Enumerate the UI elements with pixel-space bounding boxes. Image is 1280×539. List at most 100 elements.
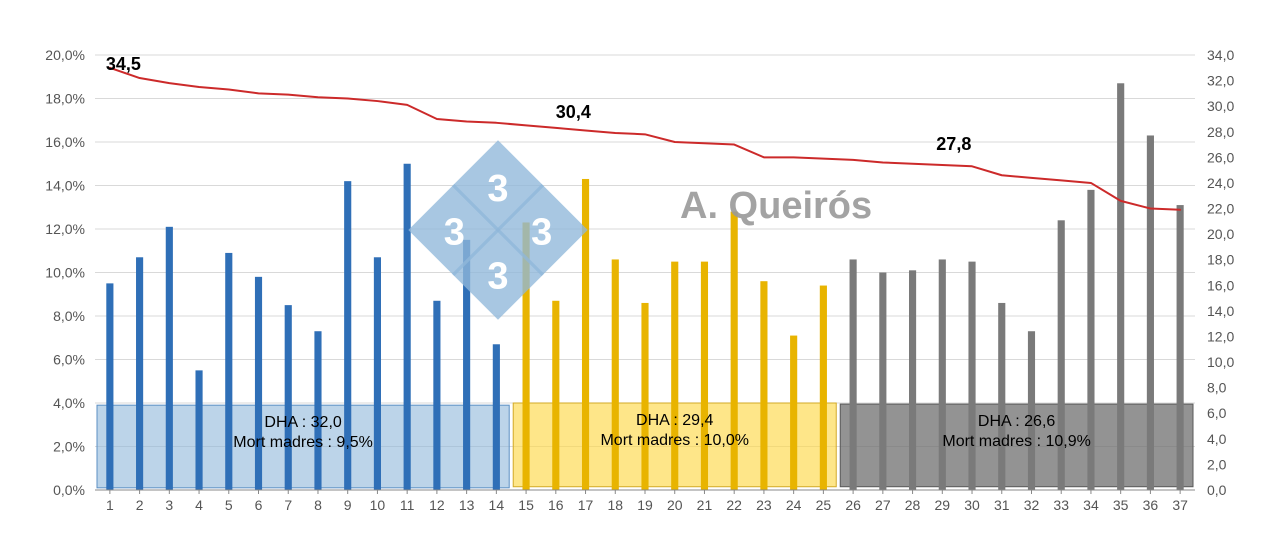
x-tick: 33 [1053, 497, 1069, 513]
bar [166, 227, 173, 490]
y-right-tick: 32,0 [1207, 73, 1234, 89]
x-tick: 22 [726, 497, 742, 513]
x-tick: 35 [1113, 497, 1129, 513]
bar [701, 262, 708, 490]
bar [433, 301, 440, 490]
x-tick: 27 [875, 497, 891, 513]
y-right-tick: 16,0 [1207, 277, 1234, 293]
y-right-tick: 30,0 [1207, 98, 1234, 114]
bar [1177, 205, 1184, 490]
x-tick: 31 [994, 497, 1010, 513]
x-tick: 26 [845, 497, 861, 513]
x-tick: 37 [1172, 497, 1188, 513]
bar [850, 259, 857, 490]
y-right-tick: 0,0 [1207, 482, 1227, 498]
x-tick: 4 [195, 497, 203, 513]
bar [1028, 331, 1035, 490]
x-tick: 19 [637, 497, 653, 513]
bar [998, 303, 1005, 490]
y-left-tick: 16,0% [45, 134, 85, 150]
bar [493, 344, 500, 490]
chart-container: 3333A. QueirósDHA : 32,0Mort madres : 9,… [0, 0, 1280, 539]
y-right-tick: 22,0 [1207, 201, 1234, 217]
x-tick: 36 [1143, 497, 1159, 513]
y-right-tick: 14,0 [1207, 303, 1234, 319]
y-right-tick: 20,0 [1207, 226, 1234, 242]
x-tick: 1 [106, 497, 114, 513]
line-callout: 30,4 [556, 102, 591, 122]
bar [968, 262, 975, 490]
bar [106, 283, 113, 490]
bar [285, 305, 292, 490]
x-tick: 23 [756, 497, 772, 513]
y-left-tick: 12,0% [45, 221, 85, 237]
line-callout: 27,8 [936, 134, 971, 154]
x-tick: 20 [667, 497, 683, 513]
bar [879, 273, 886, 491]
y-right-tick: 26,0 [1207, 149, 1234, 165]
watermark-digit: 3 [444, 212, 465, 254]
x-tick: 14 [489, 497, 505, 513]
x-tick: 6 [255, 497, 263, 513]
x-tick: 9 [344, 497, 352, 513]
x-tick: 5 [225, 497, 233, 513]
x-tick: 25 [816, 497, 832, 513]
y-left-tick: 18,0% [45, 91, 85, 107]
y-right-tick: 12,0 [1207, 328, 1234, 344]
x-tick: 10 [370, 497, 386, 513]
x-tick: 24 [786, 497, 802, 513]
bar [195, 370, 202, 490]
bar [909, 270, 916, 490]
y-right-tick: 6,0 [1207, 405, 1227, 421]
line-callout: 34,5 [106, 54, 141, 74]
y-left-tick: 10,0% [45, 265, 85, 281]
bar [612, 259, 619, 490]
bar [374, 257, 381, 490]
bar [939, 259, 946, 490]
bar [255, 277, 262, 490]
x-tick: 13 [459, 497, 475, 513]
y-right-tick: 18,0 [1207, 252, 1234, 268]
watermark-digit: 3 [487, 168, 508, 210]
bar [136, 257, 143, 490]
watermark-digit: 3 [531, 212, 552, 254]
x-tick: 32 [1024, 497, 1040, 513]
zone-label-mort: Mort madres : 9,5% [233, 434, 373, 451]
y-right-tick: 10,0 [1207, 354, 1234, 370]
y-right-tick: 8,0 [1207, 380, 1227, 396]
bar [1117, 83, 1124, 490]
bar [760, 281, 767, 490]
y-left-tick: 14,0% [45, 178, 85, 194]
x-tick: 15 [518, 497, 534, 513]
zone-label-dha: DHA : 32,0 [264, 414, 341, 431]
x-tick: 8 [314, 497, 322, 513]
bar [552, 301, 559, 490]
y-left-tick: 0,0% [53, 482, 85, 498]
bar [671, 262, 678, 490]
y-right-tick: 24,0 [1207, 175, 1234, 191]
x-tick: 18 [607, 497, 623, 513]
bar [314, 331, 321, 490]
x-tick: 3 [165, 497, 173, 513]
y-right-tick: 34,0 [1207, 47, 1234, 63]
zone-label-dha: DHA : 29,4 [636, 412, 713, 429]
x-tick: 21 [697, 497, 713, 513]
x-tick: 11 [400, 497, 415, 513]
y-right-tick: 2,0 [1207, 456, 1227, 472]
x-tick: 29 [935, 497, 951, 513]
x-tick: 12 [429, 497, 445, 513]
bar [790, 336, 797, 490]
y-left-tick: 6,0% [53, 352, 85, 368]
y-left-tick: 2,0% [53, 439, 85, 455]
y-right-tick: 4,0 [1207, 431, 1227, 447]
x-tick: 16 [548, 497, 564, 513]
zone-label-mort: Mort madres : 10,0% [600, 432, 749, 449]
bar [641, 303, 648, 490]
watermark-digit: 3 [487, 255, 508, 297]
x-tick: 30 [964, 497, 980, 513]
x-tick: 2 [136, 497, 144, 513]
combo-chart: 3333A. QueirósDHA : 32,0Mort madres : 9,… [0, 0, 1280, 539]
y-left-tick: 20,0% [45, 47, 85, 63]
watermark-text: A. Queirós [680, 185, 872, 227]
zone-label-mort: Mort madres : 10,9% [942, 433, 1091, 450]
